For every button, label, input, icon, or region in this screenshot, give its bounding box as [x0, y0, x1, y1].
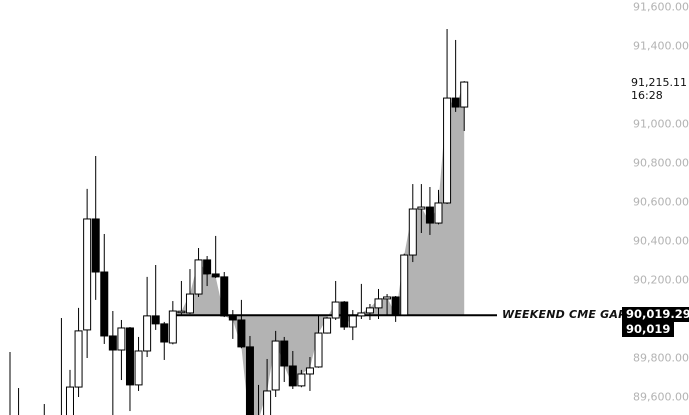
current-price-value: 91,215.11: [631, 76, 687, 89]
candle-down: [425, 206, 434, 224]
candle-up: [400, 254, 409, 316]
candle-down: [245, 346, 254, 415]
candle-up: [263, 390, 272, 415]
candle-up: [314, 332, 323, 368]
candle-up: [143, 315, 152, 352]
candle-up: [357, 312, 366, 317]
candle-up: [168, 310, 177, 344]
price-axis-tick: 91,000.00: [633, 117, 689, 131]
price-axis-tick: 91,400.00: [633, 39, 689, 53]
candle-up: [417, 206, 426, 210]
candle-up: [408, 208, 417, 256]
candle-down: [451, 97, 460, 108]
candle-up: [271, 340, 280, 391]
candle-down: [228, 315, 237, 321]
price-axis-tick: 91,600.00: [633, 0, 689, 14]
candle-up: [134, 350, 143, 386]
price-axis-tick: 90,200.00: [633, 273, 689, 287]
candle-up: [65, 386, 74, 415]
candle-up: [348, 315, 357, 328]
candle-down: [125, 327, 134, 386]
candle-up: [83, 218, 92, 331]
candle-up: [374, 298, 383, 309]
bar-countdown: 16:28: [631, 89, 663, 102]
price-axis-tick: 89,800.00: [633, 351, 689, 365]
candle-down: [220, 276, 229, 317]
price-axis-tick: 90,400.00: [633, 234, 689, 248]
price-axis-tick: 90,800.00: [633, 156, 689, 170]
candle-up: [305, 367, 314, 375]
gap-price-label-short: 90,019: [622, 322, 675, 337]
candle-up: [74, 330, 83, 388]
current-price-label: 91,215.11 16:28: [631, 76, 687, 102]
candle-down: [151, 315, 160, 325]
candle-up: [297, 373, 306, 387]
gap-price-label: 90,019.29: [622, 307, 689, 322]
candle-up: [185, 293, 194, 314]
candle-up: [460, 81, 469, 108]
candle-down: [237, 319, 246, 348]
candle-down: [108, 335, 117, 351]
candle-down: [203, 259, 212, 275]
gap-annotation-text: WEEKEND CME GAP -: [502, 308, 636, 321]
price-axis-tick: 89,600.00: [633, 390, 689, 404]
candle-down: [340, 301, 349, 328]
candle-down: [91, 218, 100, 273]
candle-down: [280, 340, 289, 367]
candle-down: [391, 296, 400, 316]
candle-up: [117, 327, 126, 351]
candle-up: [323, 317, 332, 334]
candle-up: [194, 259, 203, 295]
candle-down: [288, 365, 297, 387]
candle-down: [100, 271, 109, 337]
candle-up: [177, 310, 186, 314]
candle-up: [365, 307, 374, 314]
price-axis-tick: 90,600.00: [633, 195, 689, 209]
candle-down: [211, 273, 220, 278]
candle-up: [434, 202, 443, 224]
candle-down: [160, 323, 169, 343]
candle-up: [383, 296, 392, 300]
gap-fill-area: [172, 82, 465, 415]
candle-up: [331, 301, 340, 319]
candle-up: [443, 97, 452, 204]
